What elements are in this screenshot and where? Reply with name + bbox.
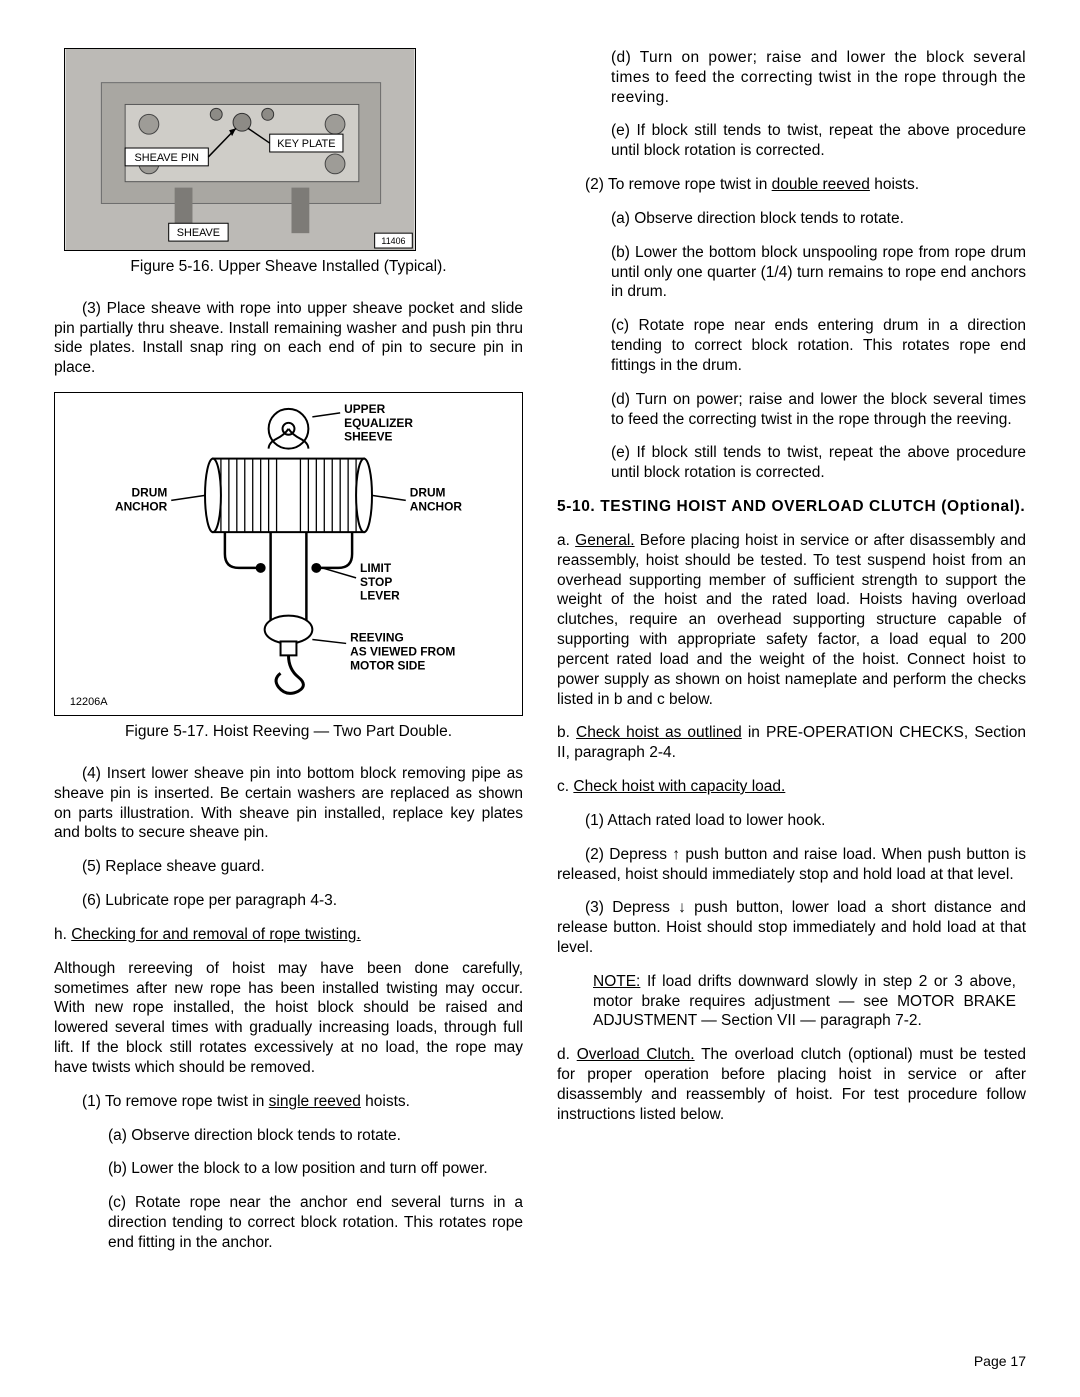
- lbl-reeving: REEVING: [350, 631, 404, 645]
- para-h: h. Checking for and removal of rope twis…: [54, 925, 523, 945]
- para-1: (1) To remove rope twist in single reeve…: [54, 1092, 523, 1112]
- para-2a: (a) Observe direction block tends to rot…: [557, 209, 1026, 229]
- note-body: If load drifts downward slowly in step 2…: [593, 973, 1016, 1030]
- para-4: (4) Insert lower sheave pin into bottom …: [54, 764, 523, 843]
- h-underline: Checking for and removal of rope twistin…: [71, 926, 360, 943]
- a-u: General.: [575, 532, 634, 549]
- right-column: (d) Turn on power; raise and lower the b…: [557, 48, 1026, 1267]
- para-3: (3) Place sheave with rope into upper sh…: [54, 299, 523, 378]
- lbl-lever: LEVER: [360, 589, 400, 603]
- para-1d: (d) Turn on power; raise and lower the b…: [557, 48, 1026, 107]
- para-c2: (2) Depress ↑ push button and raise load…: [557, 845, 1026, 885]
- para-1e: (e) If block still tends to twist, repea…: [557, 121, 1026, 161]
- lbl-motorside: MOTOR SIDE: [350, 658, 425, 672]
- lbl-asviewed: AS VIEWED FROM: [350, 645, 455, 659]
- d-u: Overload Clutch.: [577, 1046, 695, 1063]
- para-2e: (e) If block still tends to twist, repea…: [557, 443, 1026, 483]
- figure-5-17: UPPER EQUALIZER SHEEVE: [54, 392, 523, 716]
- page-footer: Page 17: [974, 1353, 1026, 1371]
- lbl-upper: UPPER: [344, 402, 385, 416]
- down-arrow-icon: ↓: [678, 899, 686, 916]
- c3-a: (3) Depress: [557, 899, 678, 916]
- b-prefix: b.: [557, 724, 576, 741]
- label-fig16-id: 11406: [381, 236, 405, 246]
- para-2b: (b) Lower the bottom block unspooling ro…: [557, 243, 1026, 302]
- lbl-drum-l: DRUM: [132, 485, 168, 499]
- p1-suffix: hoists.: [361, 1093, 410, 1110]
- lbl-equalizer: EQUALIZER: [344, 416, 413, 430]
- c-u: Check hoist with capacity load.: [573, 778, 785, 795]
- lbl-anchor-r: ANCHOR: [410, 499, 463, 513]
- h-prefix: h.: [54, 926, 71, 943]
- p1-prefix: (1) To remove rope twist in: [82, 1093, 269, 1110]
- two-column-layout: KEY PLATE SHEAVE PIN SHEAVE 11406 Figure…: [54, 48, 1026, 1267]
- lbl-sheeve: SHEEVE: [344, 430, 392, 444]
- para-d: d. Overload Clutch. The overload clutch …: [557, 1045, 1026, 1124]
- a-body: Before placing hoist in service or after…: [557, 532, 1026, 708]
- para-1c: (c) Rotate rope near the anchor end seve…: [54, 1193, 523, 1252]
- lbl-stop: STOP: [360, 575, 392, 589]
- para-c3: (3) Depress ↓ push button, lower load a …: [557, 898, 1026, 957]
- figure-5-16: KEY PLATE SHEAVE PIN SHEAVE 11406: [64, 48, 416, 251]
- lbl-fig17-id: 12206A: [70, 696, 108, 708]
- d-prefix: d.: [557, 1046, 577, 1063]
- section-5-10-head: 5-10. TESTING HOIST AND OVERLOAD CLUTCH …: [557, 497, 1026, 517]
- b-u: Check hoist as outlined: [576, 724, 742, 741]
- para-c1: (1) Attach rated load to lower hook.: [557, 811, 1026, 831]
- para-intro: Although rereeving of hoist may have bee…: [54, 959, 523, 1078]
- para-2c: (c) Rotate rope near ends entering drum …: [557, 316, 1026, 375]
- para-2d: (d) Turn on power; raise and lower the b…: [557, 390, 1026, 430]
- p1-u: single reeved: [269, 1093, 361, 1110]
- p2-prefix: (2) To remove rope twist in: [585, 176, 772, 193]
- para-1a: (a) Observe direction block tends to rot…: [54, 1126, 523, 1146]
- p2-suffix: hoists.: [870, 176, 919, 193]
- p2-u: double reeved: [772, 176, 870, 193]
- label-sheave: SHEAVE: [177, 227, 220, 239]
- para-b: b. Check hoist as outlined in PRE-OPERAT…: [557, 723, 1026, 763]
- note-block: NOTE: If load drifts downward slowly in …: [557, 972, 1026, 1031]
- c2-a: (2) Depress: [557, 846, 672, 863]
- fig17-svg: UPPER EQUALIZER SHEEVE: [55, 393, 522, 715]
- para-6: (6) Lubricate rope per paragraph 4-3.: [54, 891, 523, 911]
- para-1b: (b) Lower the block to a low position an…: [54, 1159, 523, 1179]
- lbl-drum-r: DRUM: [410, 485, 446, 499]
- left-column: KEY PLATE SHEAVE PIN SHEAVE 11406 Figure…: [54, 48, 523, 1267]
- lbl-anchor-l: ANCHOR: [115, 499, 168, 513]
- para-5: (5) Replace sheave guard.: [54, 857, 523, 877]
- para-2: (2) To remove rope twist in double reeve…: [557, 175, 1026, 195]
- para-c: c. Check hoist with capacity load.: [557, 777, 1026, 797]
- para-a: a. General. Before placing hoist in serv…: [557, 531, 1026, 709]
- fig17-caption: Figure 5-17. Hoist Reeving — Two Part Do…: [54, 722, 523, 742]
- fig16-svg: KEY PLATE SHEAVE PIN SHEAVE 11406: [65, 49, 415, 250]
- fig16-caption: Figure 5-16. Upper Sheave Installed (Typ…: [54, 257, 523, 277]
- lbl-limit: LIMIT: [360, 561, 392, 575]
- note-u: NOTE:: [593, 973, 640, 990]
- label-sheave-pin: SHEAVE PIN: [134, 152, 198, 164]
- label-key-plate: KEY PLATE: [277, 138, 335, 150]
- c-prefix: c.: [557, 778, 573, 795]
- a-prefix: a.: [557, 532, 575, 549]
- up-arrow-icon: ↑: [672, 846, 680, 863]
